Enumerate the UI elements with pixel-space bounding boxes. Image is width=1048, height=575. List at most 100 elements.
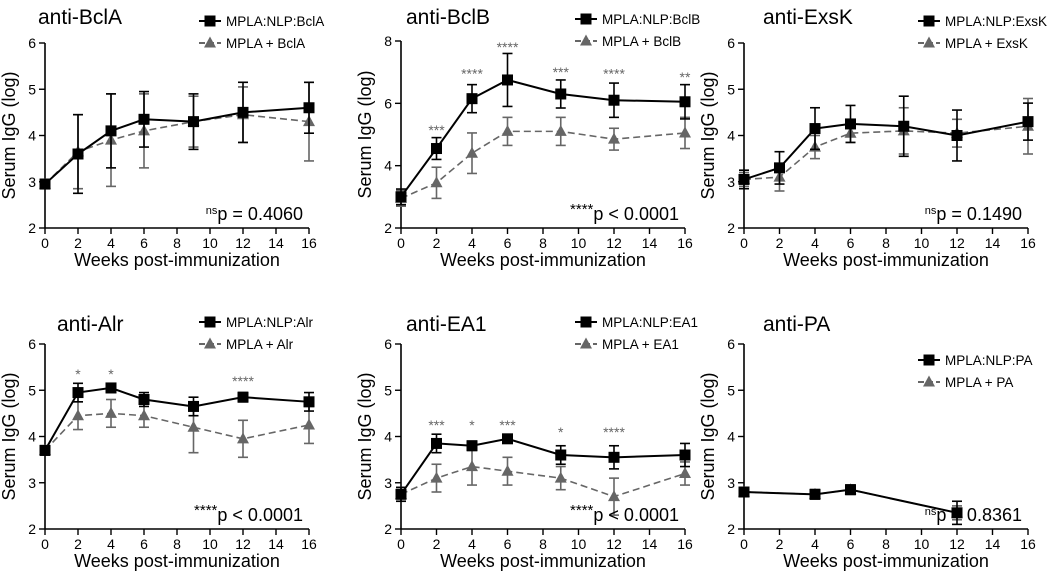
y-tick-label: 5 <box>727 81 735 97</box>
data-point <box>554 124 567 136</box>
data-point <box>679 96 691 108</box>
data-point <box>303 396 315 408</box>
data-point <box>138 394 150 405</box>
chart-title: anti-Alr <box>57 313 124 336</box>
chart-title: anti-BclB <box>406 6 490 29</box>
data-point <box>809 123 821 135</box>
x-tick-label: 4 <box>107 235 115 251</box>
x-axis-label: Weeks post-immunization <box>783 250 989 270</box>
y-tick-label: 6 <box>28 336 36 352</box>
significance-label: * <box>469 417 475 433</box>
data-point <box>466 146 478 158</box>
x-tick-label: 12 <box>606 536 622 552</box>
legend-label: MPLA:NLP:Alr <box>226 315 314 330</box>
data-point <box>395 191 407 203</box>
legend-marker <box>204 337 216 349</box>
data-point <box>501 464 514 476</box>
data-point <box>105 406 117 418</box>
data-point <box>809 488 821 500</box>
p-value-significance: ns <box>925 506 937 518</box>
data-point <box>303 418 315 430</box>
y-tick-label: 4 <box>28 128 36 144</box>
legend-marker <box>923 354 935 366</box>
legend-marker <box>580 34 592 46</box>
data-point <box>105 382 117 394</box>
x-tick-label: 12 <box>949 536 965 552</box>
x-tick-label: 0 <box>41 536 49 552</box>
significance-label: *** <box>553 64 570 80</box>
data-point <box>555 449 567 461</box>
x-axis-label: Weeks post-immunization <box>74 250 280 270</box>
x-tick-label: 8 <box>539 536 547 552</box>
data-point <box>105 125 117 137</box>
x-tick-label: 4 <box>468 536 476 552</box>
legend-label: MPLA + BclA <box>226 36 305 51</box>
x-tick-label: 6 <box>140 235 148 251</box>
x-tick-label: 2 <box>74 536 82 552</box>
data-point <box>679 449 691 461</box>
series-line-0 <box>44 386 310 451</box>
data-point <box>502 74 513 86</box>
x-tick-label: 16 <box>1020 536 1036 552</box>
data-point <box>679 467 691 478</box>
x-tick-label: 4 <box>811 536 819 552</box>
x-tick-label: 8 <box>173 235 181 251</box>
x-tick-label: 12 <box>949 235 965 251</box>
p-value-significance: **** <box>570 502 594 519</box>
legend-marker <box>580 316 592 328</box>
x-tick-label: 10 <box>571 536 587 552</box>
x-tick-label: 8 <box>882 536 890 552</box>
data-point <box>738 486 750 498</box>
y-tick-label: 3 <box>384 475 392 491</box>
x-tick-label: 2 <box>74 235 82 251</box>
p-value-text: p < 0.0001 <box>593 204 679 224</box>
data-point <box>138 113 150 125</box>
y-axis-label: Serum IgG (log) <box>0 372 19 500</box>
x-tick-label: 14 <box>985 536 1001 552</box>
x-axis-label: Weeks post-immunization <box>440 250 646 270</box>
y-tick-label: 2 <box>28 220 36 236</box>
chart-title: anti-BclA <box>38 6 122 29</box>
x-tick-label: 4 <box>468 235 476 251</box>
y-tick-label: 3 <box>727 174 735 190</box>
series-line-1 <box>400 465 686 498</box>
significance-label: **** <box>232 373 254 389</box>
x-tick-label: 4 <box>811 235 819 251</box>
data-point <box>466 93 478 105</box>
x-tick-label: 12 <box>606 235 622 251</box>
x-tick-label: 10 <box>571 235 587 251</box>
significance-label: **** <box>603 66 625 82</box>
p-value: ****p < 0.0001 <box>570 201 679 224</box>
x-tick-label: 14 <box>268 235 284 251</box>
x-tick-label: 16 <box>301 235 317 251</box>
data-point <box>608 132 620 144</box>
significance-label: **** <box>461 66 483 82</box>
data-point <box>72 387 84 399</box>
significance-label: *** <box>428 122 445 138</box>
series-line-0 <box>743 488 958 514</box>
p-value-significance: **** <box>194 502 218 519</box>
data-point <box>845 484 856 496</box>
legend-marker <box>923 36 935 48</box>
p-value: ****p < 0.0001 <box>570 502 679 525</box>
x-tick-label: 16 <box>1020 235 1036 251</box>
legend-marker <box>204 36 216 48</box>
significance-label: *** <box>428 417 445 433</box>
x-tick-label: 8 <box>882 235 890 251</box>
significance-label: *** <box>499 417 516 433</box>
y-tick-label: 6 <box>28 35 36 51</box>
significance-label: * <box>108 366 114 382</box>
p-value: nsp = 0.4060 <box>206 204 303 224</box>
significance-label: ** <box>680 69 691 85</box>
series-line-0 <box>400 78 686 198</box>
p-value-significance: ns <box>925 205 937 217</box>
data-point <box>608 490 620 502</box>
p-value: nsp = 0.1490 <box>925 204 1022 224</box>
data-point <box>430 176 443 188</box>
y-axis-label: Serum IgG (log) <box>355 372 375 500</box>
x-axis-label: Weeks post-immunization <box>783 551 989 571</box>
